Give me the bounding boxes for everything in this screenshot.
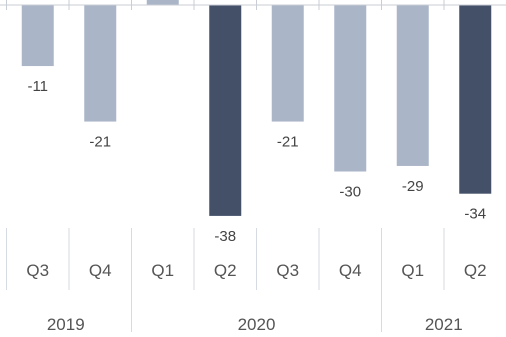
- value-labels-group: -11 -21 -38 -21 -30 -29 -34: [27, 78, 486, 245]
- year-labels-group: 2019 2020 2021: [47, 315, 463, 334]
- bar-2020-Q1: [146, 0, 179, 6]
- data-label-2021-Q2: -34: [464, 206, 486, 223]
- bar-2019-Q3: [21, 5, 54, 67]
- data-label-2020-Q4: -30: [339, 184, 361, 201]
- tick-label-2021-Q1: Q1: [401, 261, 424, 280]
- quarter-labels-group: Q2Q3Q4Q1Q2Q3Q4Q1Q2: [26, 261, 487, 280]
- bar-2020-Q3: [271, 5, 304, 122]
- data-label-2019-Q4: -21: [89, 134, 111, 151]
- year-label-2020: 2020: [238, 315, 276, 332]
- tick-label-2020-Q3: Q3: [276, 261, 299, 280]
- data-label-2019-Q3: -11: [27, 78, 48, 95]
- year-label-2021: 2021: [425, 315, 463, 332]
- bar-2020-Q2: [209, 5, 242, 216]
- bar-2019-Q4: [84, 5, 117, 122]
- tick-label-2019-Q3: Q3: [26, 261, 49, 280]
- tick-label-2020-Q2: Q2: [214, 261, 237, 280]
- data-label-2020-Q3: -21: [277, 134, 299, 151]
- data-label-2021-Q1: -29: [402, 178, 424, 195]
- tick-label-2020-Q4: Q4: [339, 261, 362, 280]
- bar-2021-Q1: [396, 5, 429, 166]
- tick-label-2020-Q1: Q1: [151, 261, 174, 280]
- bars-group: [21, 0, 492, 216]
- year-label-2019: 2019: [47, 315, 85, 332]
- tick-label-2019-Q4: Q4: [89, 261, 112, 280]
- tick-label-2021-Q2: Q2: [464, 261, 487, 280]
- bar-2021-Q2: [459, 5, 492, 194]
- data-label-2020-Q2: -38: [214, 228, 236, 245]
- bar-2020-Q4: [334, 5, 367, 172]
